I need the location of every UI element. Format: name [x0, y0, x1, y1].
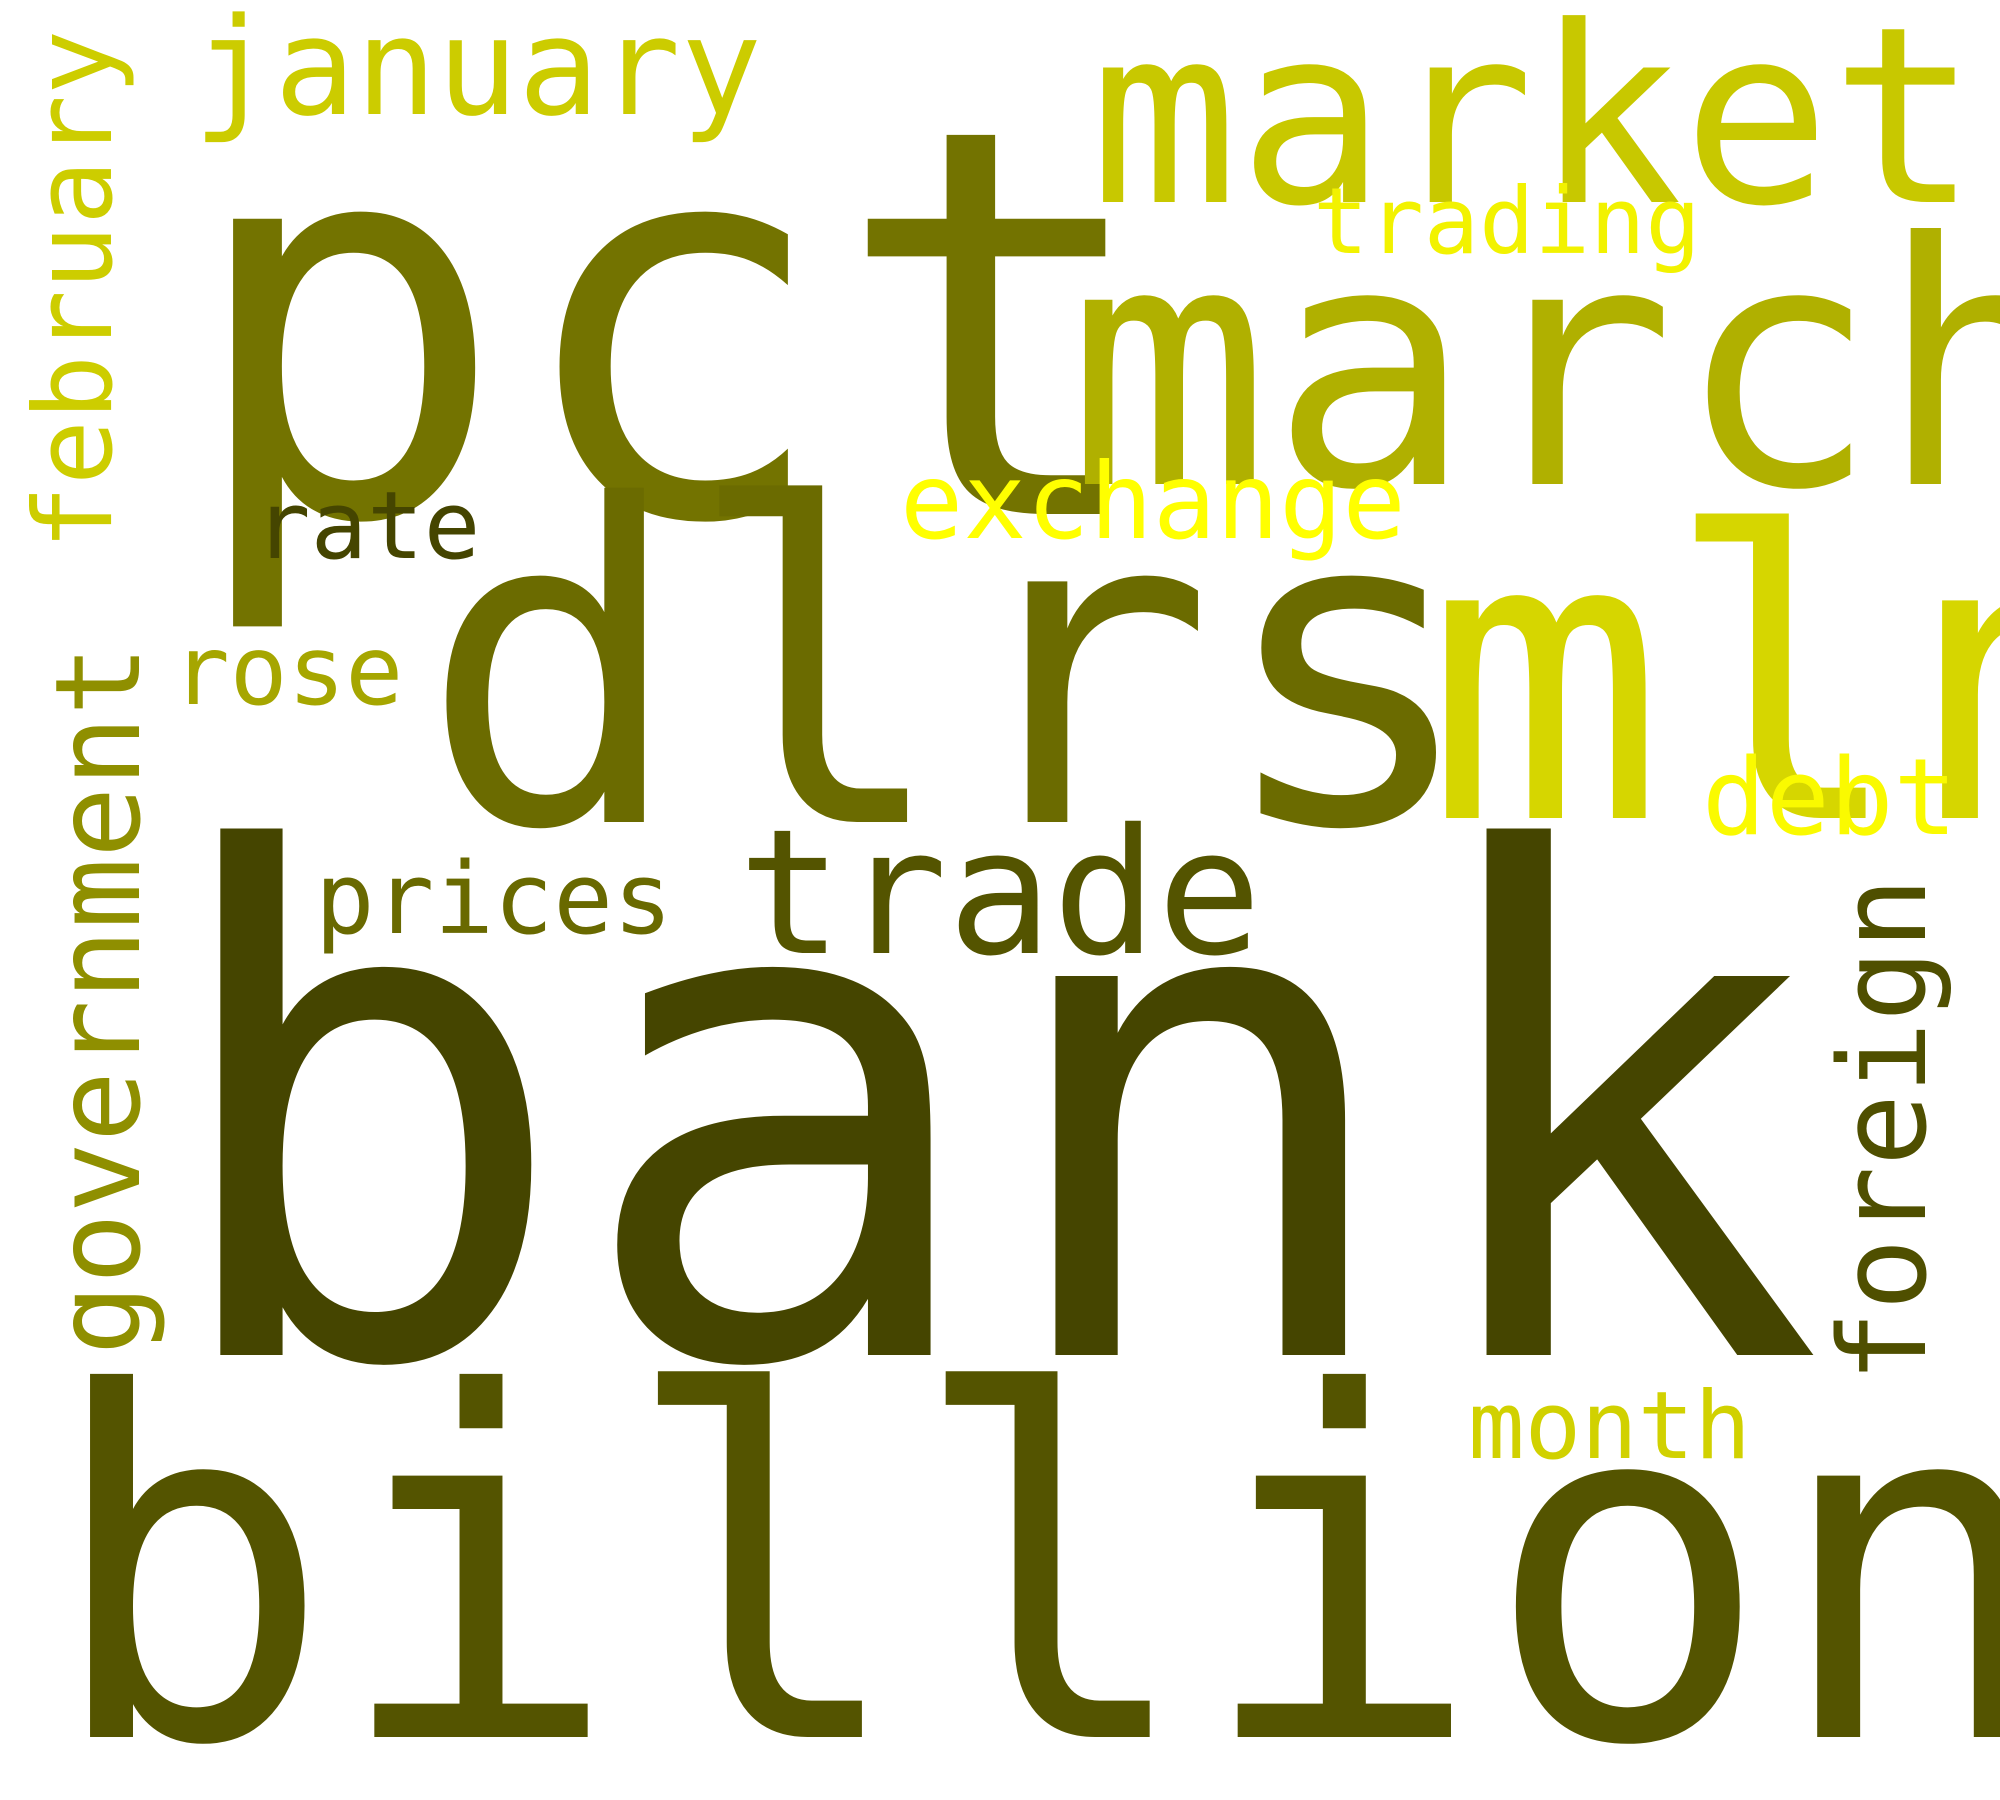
word-rate: rate [254, 472, 481, 581]
word-trade: trade [738, 792, 1262, 995]
word-pct: pct [183, 14, 1159, 642]
word-bank: bank [155, 713, 1824, 1519]
word-foreign: foreign [1815, 877, 1954, 1383]
word-debt: debt [1702, 736, 1958, 859]
word-trading: trading [1313, 168, 1701, 275]
word-month: month [1468, 1372, 1751, 1481]
word-market: market [1090, 0, 1979, 261]
word-dlrs: dlrs [420, 414, 1480, 926]
word-government: government [29, 644, 167, 1356]
word-exchange: exchange [900, 441, 1406, 563]
word-prices: prices [315, 842, 673, 957]
word-mln: mln [1425, 449, 2000, 912]
word-billion: billion [45, 1293, 2000, 1800]
word-february: february [12, 29, 137, 551]
word-march: march [1067, 172, 2000, 564]
word-rose: rose [172, 615, 404, 727]
word-january: january [193, 0, 762, 146]
